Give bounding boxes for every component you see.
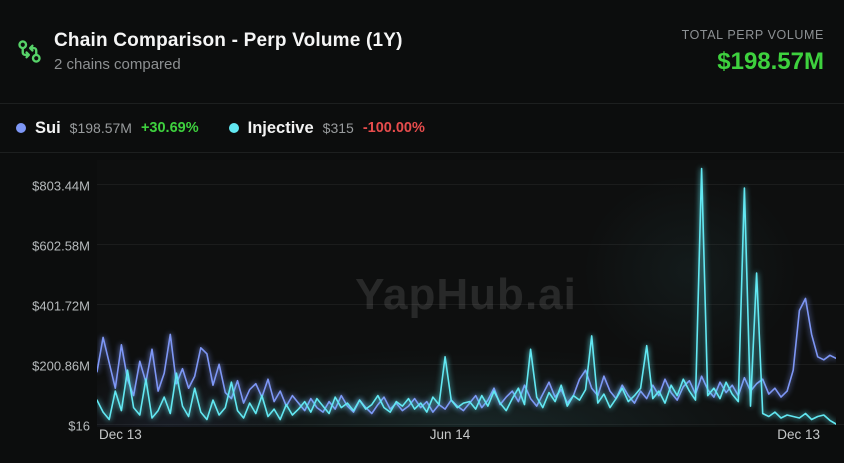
legend-item-injective[interactable]: Injective $315 -100.00% (228, 118, 425, 138)
chart-glow-spikes (540, 153, 840, 433)
y-tick-200m: $200.86M (32, 358, 90, 374)
gridline-200m (97, 364, 844, 365)
sui-dot-icon (16, 123, 26, 133)
x-tick-dec13-left: Dec 13 (99, 427, 142, 442)
legend-sui-change: +30.69% (140, 120, 199, 136)
y-tick-16: $16 (68, 418, 90, 434)
gridline-401m (97, 304, 844, 305)
legend-bar: Sui $198.57M +30.69% Injective $315 -100… (0, 103, 844, 153)
y-tick-401m: $401.72M (32, 298, 90, 314)
legend-item-sui[interactable]: Sui $198.57M +30.69% (16, 119, 199, 138)
titles: Chain Comparison - Perp Volume (1Y) 2 ch… (54, 30, 403, 73)
page-subtitle: 2 chains compared (54, 56, 181, 73)
perp-volume-chart[interactable]: $803.44M $602.58M $401.72M $200.86M $16 … (0, 153, 844, 463)
total-perp-volume-value: $198.57M (717, 47, 824, 75)
chain-compare-icon (14, 37, 44, 67)
gridline-baseline (97, 424, 844, 425)
legend-injective-value: $315 (322, 120, 354, 136)
page-title: Chain Comparison - Perp Volume (1Y) (54, 30, 403, 51)
legend-injective-name: Injective (247, 118, 314, 137)
y-tick-602m: $602.58M (32, 238, 90, 254)
legend-sui-value: $198.57M (69, 120, 132, 136)
chart-glow-bottom (97, 313, 844, 427)
total-perp-volume: TOTAL PERP VOLUME $198.57M (682, 28, 824, 76)
y-tick-803m: $803.44M (32, 178, 90, 194)
gridline-602m (97, 244, 844, 245)
legend-sui-name: Sui (35, 118, 61, 137)
header-left: Chain Comparison - Perp Volume (1Y) 2 ch… (14, 30, 403, 73)
x-tick-dec13-right: Dec 13 (777, 427, 820, 442)
legend-injective-change: -100.00% (362, 120, 425, 136)
perp-volume-plot[interactable] (97, 160, 836, 425)
gridline-803m (97, 184, 844, 185)
series-line-sui (97, 297, 836, 415)
x-tick-jun14: Jun 14 (429, 427, 471, 442)
header: Chain Comparison - Perp Volume (1Y) 2 ch… (0, 0, 844, 103)
total-perp-volume-label: TOTAL PERP VOLUME (681, 27, 824, 42)
series-line-injective (97, 167, 836, 425)
injective-dot-icon (228, 123, 239, 133)
